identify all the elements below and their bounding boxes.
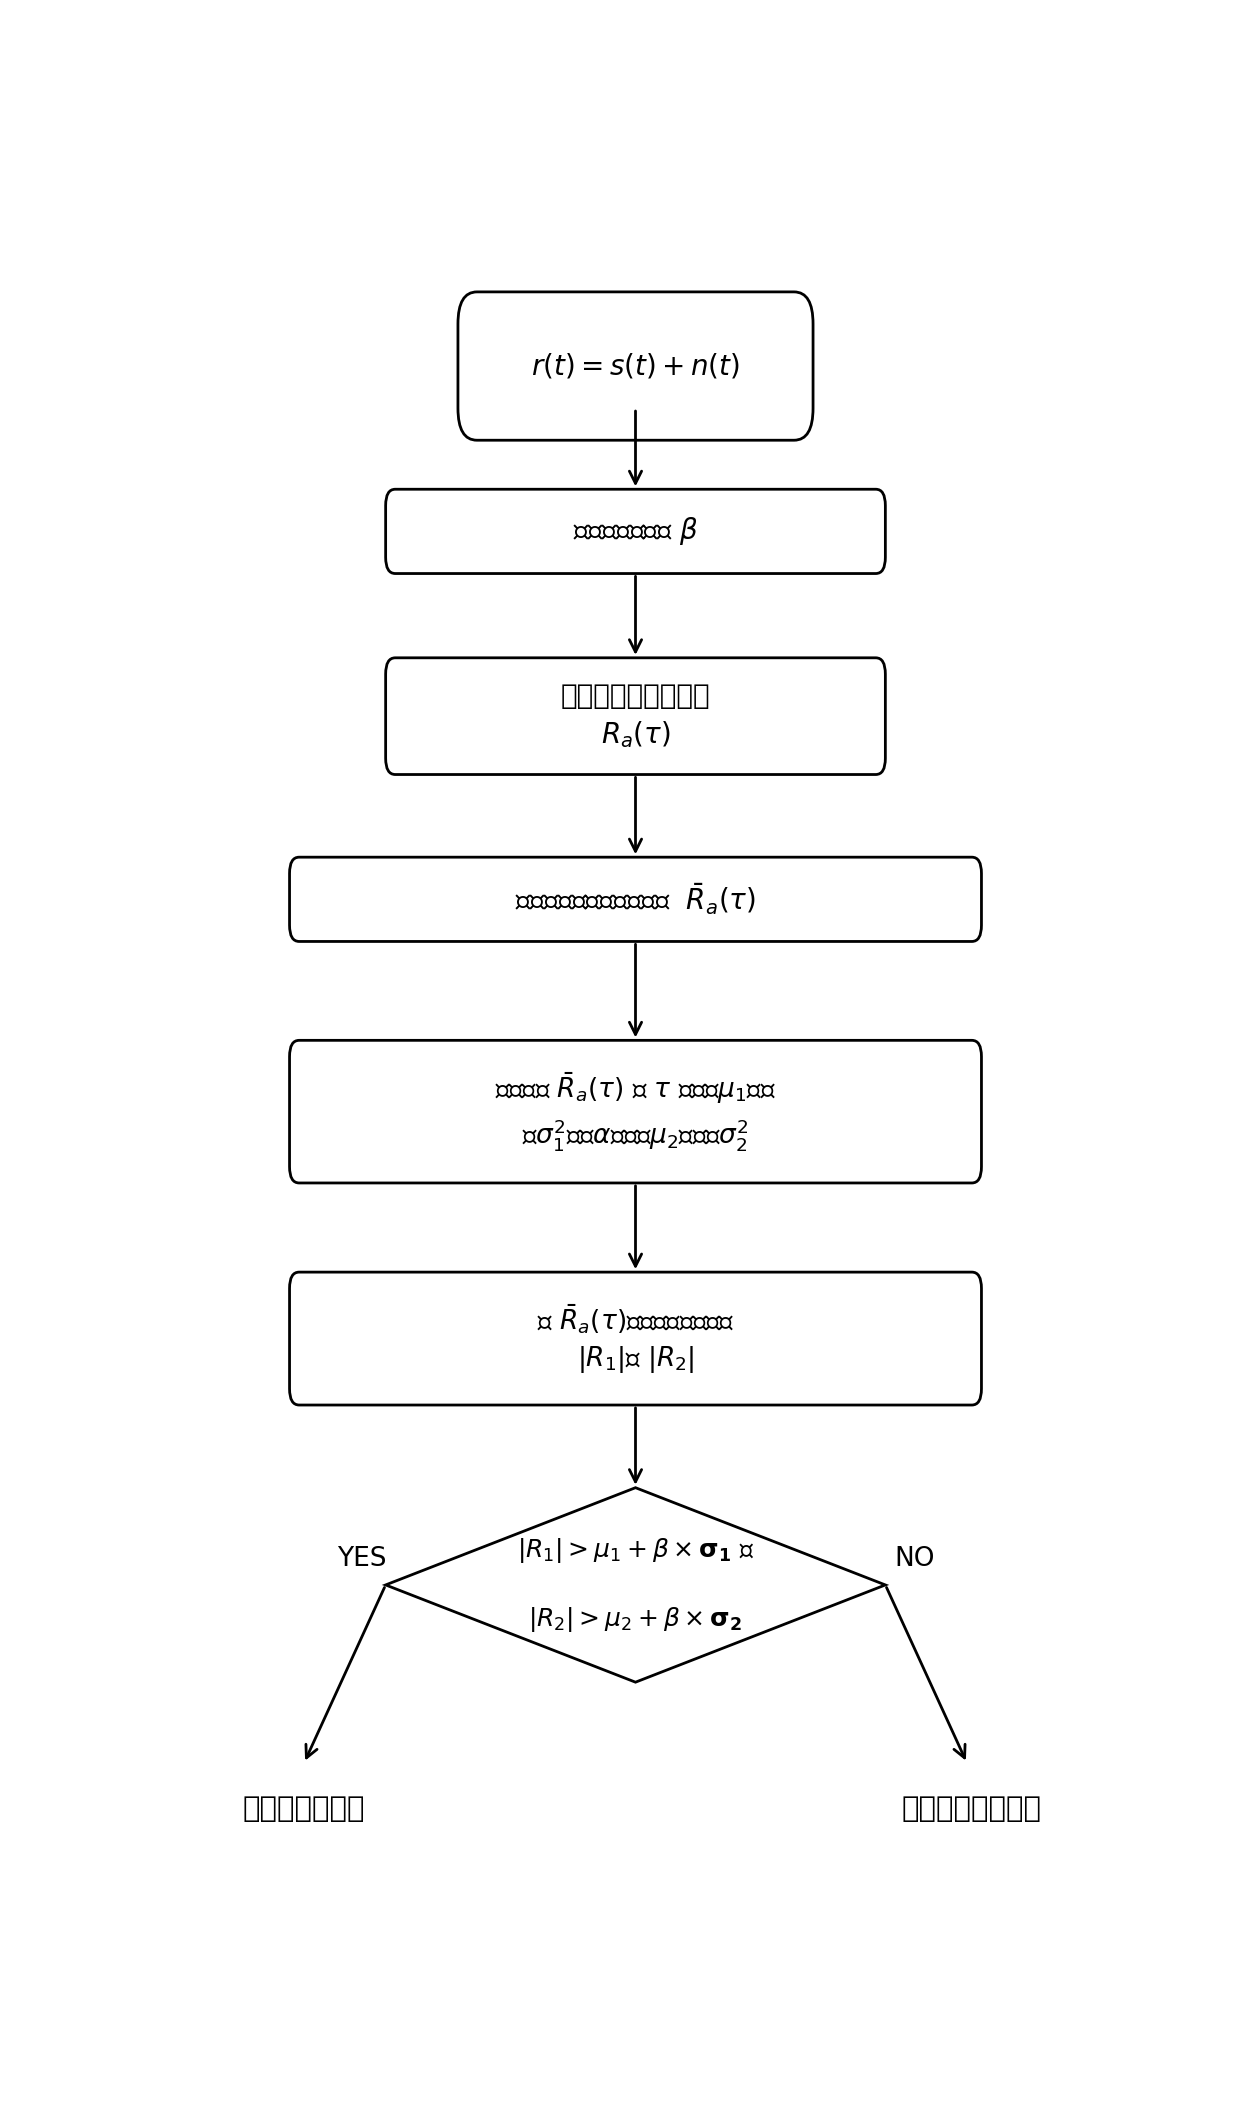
FancyBboxPatch shape [386,659,885,775]
Text: 主用户信号不存在: 主用户信号不存在 [901,1796,1042,1823]
Text: 主用户信号存在: 主用户信号存在 [243,1796,366,1823]
FancyBboxPatch shape [290,1271,982,1404]
FancyBboxPatch shape [290,1040,982,1183]
Text: 从 $\bar{R}_a(\tau)$中搜索对称峰值点
$|R_1|$和 $|R_2|$: 从 $\bar{R}_a(\tau)$中搜索对称峰值点 $|R_1|$和 $|R… [537,1301,734,1375]
Polygon shape [386,1488,885,1682]
Text: YES: YES [337,1545,387,1572]
FancyBboxPatch shape [386,488,885,573]
Text: 根据虚警率设置 $\beta$: 根据虚警率设置 $\beta$ [573,516,698,547]
Text: 分别计算 $\bar{R}_a(\tau)$ 对 $\tau$ 的均值$\mu_1$、方
差$\sigma_1^2$和对$\alpha$的均值$\mu_2$、方: 分别计算 $\bar{R}_a(\tau)$ 对 $\tau$ 的均值$\mu_… [495,1071,776,1154]
FancyBboxPatch shape [290,857,982,941]
FancyBboxPatch shape [458,293,813,440]
Text: 构建认知网络信号检测域  $\bar{R}_a(\tau)$: 构建认知网络信号检测域 $\bar{R}_a(\tau)$ [515,882,756,918]
Text: NO: NO [894,1545,935,1572]
Text: $|R_1|>\mu_1+\beta\times\mathbf{\sigma_1}$ 或

$|R_2|>\mu_2+\beta\times\mathbf{\s: $|R_1|>\mu_1+\beta\times\mathbf{\sigma_1… [517,1537,754,1633]
Text: 计算循环自相关函数
$R_a(\tau)$: 计算循环自相关函数 $R_a(\tau)$ [560,682,711,749]
Text: $r(t)=s(t)+n(t)$: $r(t)=s(t)+n(t)$ [531,352,740,381]
